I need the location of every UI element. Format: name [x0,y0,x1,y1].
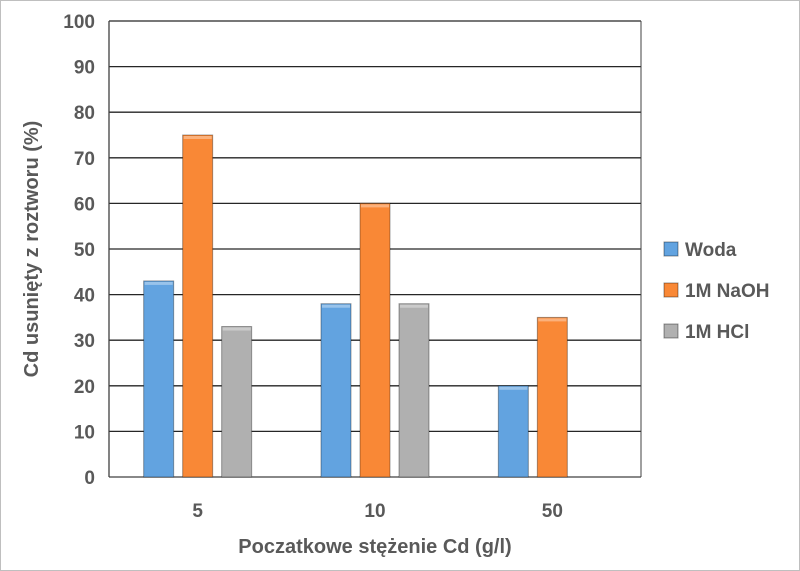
bar-highlight [538,318,567,322]
y-tick-label: 0 [84,468,95,489]
x-tick-label: 10 [364,501,385,522]
y-tick-label: 90 [74,58,95,79]
bar-highlight [183,136,212,139]
bar-1m-hcl-10 [398,303,430,478]
bar-woda-50 [497,385,529,478]
bar-highlight [361,204,389,208]
x-tick-label: 50 [542,501,563,522]
bar-woda-5 [143,280,175,478]
y-tick-label: 50 [74,240,95,261]
y-tick-label: 80 [74,103,95,124]
legend-label: Woda [685,240,737,261]
x-axis-label: Poczatkowe stężenie Cd (g/l) [238,536,511,558]
legend-label: 1M NaOH [685,281,769,302]
bar-highlight [499,386,528,390]
y-tick-label: 60 [74,194,95,215]
x-tick-label: 5 [192,501,203,522]
y-tick-label: 30 [74,331,95,352]
y-tick-label: 40 [74,286,95,307]
bar-1m-hcl-5 [221,326,253,478]
bar-woda-10 [320,303,352,478]
y-tick-label: 20 [74,377,95,398]
y-tick-label: 70 [74,149,95,170]
bar-1m-naoh-5 [182,134,214,478]
bar-highlight [400,304,428,308]
legend-swatch [663,282,679,298]
y-tick-label: 100 [63,12,95,33]
bar-1m-naoh-10 [359,202,391,478]
legend: Woda 1M NaOH 1M HCl [663,240,769,343]
y-axis-label: Cd usunięty z roztworu (%) [21,121,43,378]
legend-swatch [663,323,679,339]
bar-highlight [222,327,251,331]
bar-highlight [144,281,173,285]
legend-swatch [663,241,679,257]
bar-highlight [322,304,350,308]
legend-label: 1M HCl [685,322,749,343]
y-tick-label: 10 [74,422,95,443]
bar-1m-naoh-50 [536,316,568,478]
